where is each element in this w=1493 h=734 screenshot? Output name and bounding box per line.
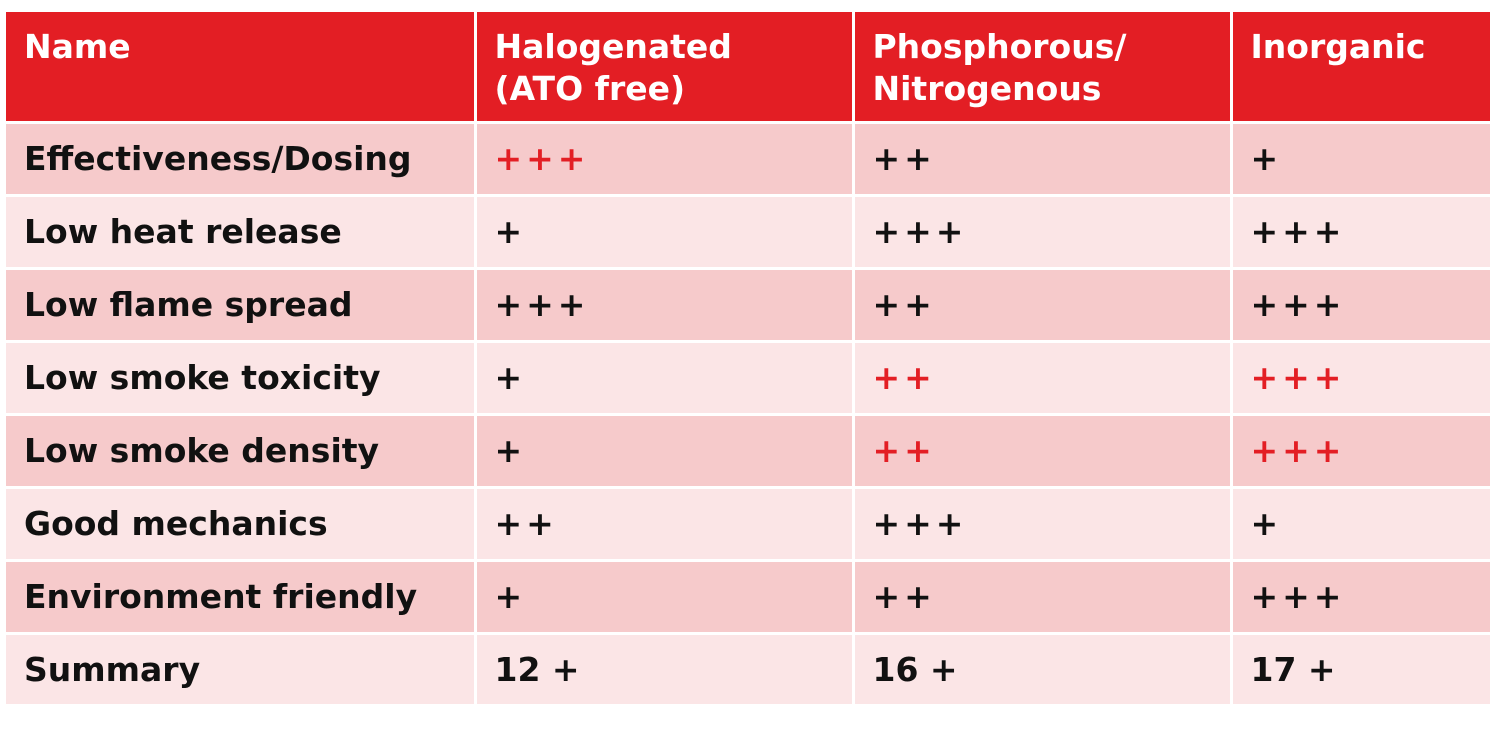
score-inorganic: +++ (1250, 212, 1346, 251)
score-halogenated: + (494, 431, 527, 470)
score-cell-phosphorous-nitrogenous: ++ (851, 341, 1233, 416)
table-row: Low heat release + +++ +++ (6, 195, 1490, 270)
score-cell-phosphorous-nitrogenous: ++ (851, 560, 1233, 635)
summary-cell-phosphorous-nitrogenous: 16 + (851, 633, 1233, 707)
score-cell-phosphorous-nitrogenous: ++ (851, 414, 1233, 489)
score-inorganic: + (1250, 139, 1283, 178)
table-body: Effectiveness/Dosing +++ ++ + Low heat relea… (6, 122, 1490, 707)
score-cell-phosphorous-nitrogenous: ++ (851, 268, 1233, 343)
score-halogenated: +++ (494, 285, 590, 324)
flame-retardant-comparison-table: Name Halogenated (ATO free) Phosphorous/… (6, 12, 1490, 707)
summary-score-inorganic: 17 + (1250, 649, 1336, 689)
summary-score-halogenated: 12 + (494, 649, 580, 689)
header-inorganic-line: Inorganic (1250, 27, 1426, 66)
summary-cell-inorganic: 17 + (1229, 633, 1490, 707)
property-name: Low smoke toxicity (24, 358, 381, 397)
score-cell-halogenated: + (473, 341, 855, 416)
property-name: Effectiveness/Dosing (24, 139, 412, 178)
score-cell-inorganic: +++ (1229, 414, 1490, 489)
score-cell-phosphorous-nitrogenous: +++ (851, 195, 1233, 270)
property-name-cell: Low heat release (6, 195, 477, 270)
header-row: Name Halogenated (ATO free) Phosphorous/… (6, 12, 1490, 124)
header-halogenated: Halogenated (ATO free) (473, 12, 855, 124)
table-row: Low smoke density + ++ +++ (6, 414, 1490, 489)
property-name: Environment friendly (24, 577, 418, 616)
score-halogenated: + (494, 358, 527, 397)
table-row: Good mechanics ++ +++ + (6, 487, 1490, 562)
summary-label-cell: Summary (6, 633, 477, 707)
header-name: Name (6, 12, 477, 124)
score-cell-halogenated: + (473, 414, 855, 489)
summary-label: Summary (24, 649, 201, 689)
score-inorganic: +++ (1250, 577, 1346, 616)
score-halogenated: ++ (494, 504, 558, 543)
score-cell-inorganic: + (1229, 487, 1490, 562)
score-phosphorous-nitrogenous: ++ (872, 139, 936, 178)
table-row: Effectiveness/Dosing +++ ++ + (6, 122, 1490, 197)
score-phosphorous-nitrogenous: +++ (872, 504, 968, 543)
header-name-line: Name (24, 27, 131, 66)
score-halogenated: + (494, 212, 527, 251)
score-cell-halogenated: ++ (473, 487, 855, 562)
property-name-cell: Low smoke toxicity (6, 341, 477, 416)
header-halogenated-line-1: Halogenated (494, 27, 732, 66)
score-halogenated: +++ (494, 139, 590, 178)
score-inorganic: + (1250, 504, 1283, 543)
score-cell-inorganic: + (1229, 122, 1490, 197)
score-phosphorous-nitrogenous: ++ (872, 431, 936, 470)
score-phosphorous-nitrogenous: ++ (872, 577, 936, 616)
score-cell-halogenated: +++ (473, 268, 855, 343)
score-cell-phosphorous-nitrogenous: +++ (851, 487, 1233, 562)
table-row: Low flame spread +++ ++ +++ (6, 268, 1490, 343)
score-inorganic: +++ (1250, 358, 1346, 397)
score-cell-halogenated: + (473, 195, 855, 270)
score-cell-halogenated: +++ (473, 122, 855, 197)
property-name-cell: Low flame spread (6, 268, 477, 343)
property-name: Low smoke density (24, 431, 380, 470)
score-cell-inorganic: +++ (1229, 341, 1490, 416)
score-cell-halogenated: + (473, 560, 855, 635)
summary-score-phosphorous-nitrogenous: 16 + (872, 649, 958, 689)
header-halogenated-line-2: (ATO free) (494, 69, 686, 108)
property-name-cell: Effectiveness/Dosing (6, 122, 477, 197)
header-inorganic: Inorganic (1229, 12, 1490, 124)
score-cell-phosphorous-nitrogenous: ++ (851, 122, 1233, 197)
score-phosphorous-nitrogenous: +++ (872, 212, 968, 251)
score-halogenated: + (494, 577, 527, 616)
summary-row: Summary 12 + 16 + 17 + (6, 633, 1490, 707)
property-name: Low flame spread (24, 285, 353, 324)
score-inorganic: +++ (1250, 431, 1346, 470)
table-row: Low smoke toxicity + ++ +++ (6, 341, 1490, 416)
property-name-cell: Environment friendly (6, 560, 477, 635)
score-phosphorous-nitrogenous: ++ (872, 285, 936, 324)
score-cell-inorganic: +++ (1229, 560, 1490, 635)
header-phosphorous-line-2: Nitrogenous (872, 69, 1102, 108)
score-cell-inorganic: +++ (1229, 195, 1490, 270)
score-cell-inorganic: +++ (1229, 268, 1490, 343)
score-inorganic: +++ (1250, 285, 1346, 324)
property-name: Low heat release (24, 212, 342, 251)
table-row: Environment friendly + ++ +++ (6, 560, 1490, 635)
header-phosphorous-nitrogenous: Phosphorous/ Nitrogenous (851, 12, 1233, 124)
summary-cell-halogenated: 12 + (473, 633, 855, 707)
property-name-cell: Good mechanics (6, 487, 477, 562)
property-name-cell: Low smoke density (6, 414, 477, 489)
header-phosphorous-line-1: Phosphorous/ (872, 27, 1127, 66)
property-name: Good mechanics (24, 504, 328, 543)
score-phosphorous-nitrogenous: ++ (872, 358, 936, 397)
